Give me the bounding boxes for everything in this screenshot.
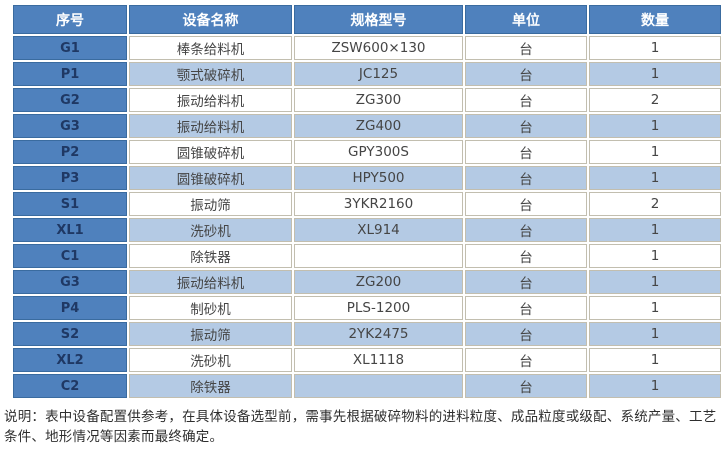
cell-quantity: 1 — [589, 244, 721, 268]
col-header-spec: 规格型号 — [294, 5, 463, 34]
cell-quantity: 2 — [589, 88, 721, 112]
table-row: P3 圆锥破碎机 HPY500 台 1 — [13, 166, 721, 190]
cell-equipment-name: 振动给料机 — [129, 88, 292, 112]
cell-spec-model: ZG200 — [294, 270, 463, 294]
cell-equipment-name: 圆锥破碎机 — [129, 140, 292, 164]
cell-equipment-name: 洗砂机 — [129, 218, 292, 242]
cell-quantity: 1 — [589, 322, 721, 346]
cell-equipment-code: G2 — [13, 88, 127, 112]
cell-quantity: 1 — [589, 166, 721, 190]
cell-equipment-code: XL2 — [13, 348, 127, 372]
cell-equipment-name: 除铁器 — [129, 374, 292, 398]
cell-unit: 台 — [465, 270, 587, 294]
table-row: G1 棒条给料机 ZSW600×130 台 1 — [13, 36, 721, 60]
cell-quantity: 1 — [589, 62, 721, 86]
col-header-index: 序号 — [13, 5, 127, 34]
cell-spec-model — [294, 374, 463, 398]
cell-equipment-name: 振动给料机 — [129, 270, 292, 294]
cell-unit: 台 — [465, 374, 587, 398]
cell-quantity: 1 — [589, 270, 721, 294]
cell-unit: 台 — [465, 244, 587, 268]
cell-equipment-code: G1 — [13, 36, 127, 60]
cell-spec-model: GPY300S — [294, 140, 463, 164]
cell-equipment-name: 振动筛 — [129, 322, 292, 346]
table-row: C1 除铁器 台 1 — [13, 244, 721, 268]
cell-unit: 台 — [465, 348, 587, 372]
cell-spec-model: JC125 — [294, 62, 463, 86]
cell-quantity: 2 — [589, 192, 721, 216]
table-row: S2 振动筛 2YK2475 台 1 — [13, 322, 721, 346]
cell-equipment-code: S1 — [13, 192, 127, 216]
cell-equipment-code: G3 — [13, 270, 127, 294]
equipment-table: 序号 设备名称 规格型号 单位 数量 G1 棒条给料机 ZSW600×130 台… — [11, 3, 723, 400]
cell-equipment-name: 颚式破碎机 — [129, 62, 292, 86]
cell-quantity: 1 — [589, 218, 721, 242]
cell-spec-model: XL1118 — [294, 348, 463, 372]
cell-spec-model: HPY500 — [294, 166, 463, 190]
cell-quantity: 1 — [589, 114, 721, 138]
cell-unit: 台 — [465, 192, 587, 216]
cell-equipment-code: P1 — [13, 62, 127, 86]
cell-spec-model: PLS-1200 — [294, 296, 463, 320]
col-header-name: 设备名称 — [129, 5, 292, 34]
table-row: XL1 洗砂机 XL914 台 1 — [13, 218, 721, 242]
cell-unit: 台 — [465, 114, 587, 138]
cell-equipment-name: 棒条给料机 — [129, 36, 292, 60]
cell-equipment-code: S2 — [13, 322, 127, 346]
table-row: XL2 洗砂机 XL1118 台 1 — [13, 348, 721, 372]
cell-unit: 台 — [465, 166, 587, 190]
cell-quantity: 1 — [589, 374, 721, 398]
cell-equipment-code: G3 — [13, 114, 127, 138]
cell-equipment-code: C2 — [13, 374, 127, 398]
cell-equipment-name: 洗砂机 — [129, 348, 292, 372]
cell-unit: 台 — [465, 296, 587, 320]
cell-quantity: 1 — [589, 296, 721, 320]
table-row: G3 振动给料机 ZG400 台 1 — [13, 114, 721, 138]
cell-equipment-name: 振动给料机 — [129, 114, 292, 138]
cell-unit: 台 — [465, 88, 587, 112]
table-row: S1 振动筛 3YKR2160 台 2 — [13, 192, 721, 216]
cell-spec-model — [294, 244, 463, 268]
cell-spec-model: ZG300 — [294, 88, 463, 112]
table-row: P4 制砂机 PLS-1200 台 1 — [13, 296, 721, 320]
cell-spec-model: ZSW600×130 — [294, 36, 463, 60]
cell-equipment-name: 振动筛 — [129, 192, 292, 216]
table-row: G2 振动给料机 ZG300 台 2 — [13, 88, 721, 112]
cell-equipment-code: C1 — [13, 244, 127, 268]
table-row: G3 振动给料机 ZG200 台 1 — [13, 270, 721, 294]
cell-equipment-code: P4 — [13, 296, 127, 320]
cell-equipment-code: XL1 — [13, 218, 127, 242]
cell-equipment-code: P2 — [13, 140, 127, 164]
cell-quantity: 1 — [589, 36, 721, 60]
cell-spec-model: 3YKR2160 — [294, 192, 463, 216]
col-header-unit: 单位 — [465, 5, 587, 34]
cell-unit: 台 — [465, 322, 587, 346]
table-row: P2 圆锥破碎机 GPY300S 台 1 — [13, 140, 721, 164]
note-text: 说明：表中设备配置供参考，在具体设备选型前，需事先根据破碎物料的进料粒度、成品粒… — [4, 409, 717, 446]
cell-unit: 台 — [465, 36, 587, 60]
col-header-qty: 数量 — [589, 5, 721, 34]
cell-quantity: 1 — [589, 140, 721, 164]
cell-spec-model: XL914 — [294, 218, 463, 242]
cell-equipment-name: 除铁器 — [129, 244, 292, 268]
cell-unit: 台 — [465, 218, 587, 242]
cell-equipment-name: 圆锥破碎机 — [129, 166, 292, 190]
cell-equipment-name: 制砂机 — [129, 296, 292, 320]
cell-unit: 台 — [465, 62, 587, 86]
cell-spec-model: ZG400 — [294, 114, 463, 138]
cell-equipment-code: P3 — [13, 166, 127, 190]
table-row: P1 颚式破碎机 JC125 台 1 — [13, 62, 721, 86]
cell-spec-model: 2YK2475 — [294, 322, 463, 346]
equipment-table-body: G1 棒条给料机 ZSW600×130 台 1 P1 颚式破碎机 JC125 台… — [13, 36, 721, 398]
table-row: C2 除铁器 台 1 — [13, 374, 721, 398]
header-row: 序号 设备名称 规格型号 单位 数量 — [13, 5, 721, 34]
cell-unit: 台 — [465, 140, 587, 164]
cell-quantity: 1 — [589, 348, 721, 372]
